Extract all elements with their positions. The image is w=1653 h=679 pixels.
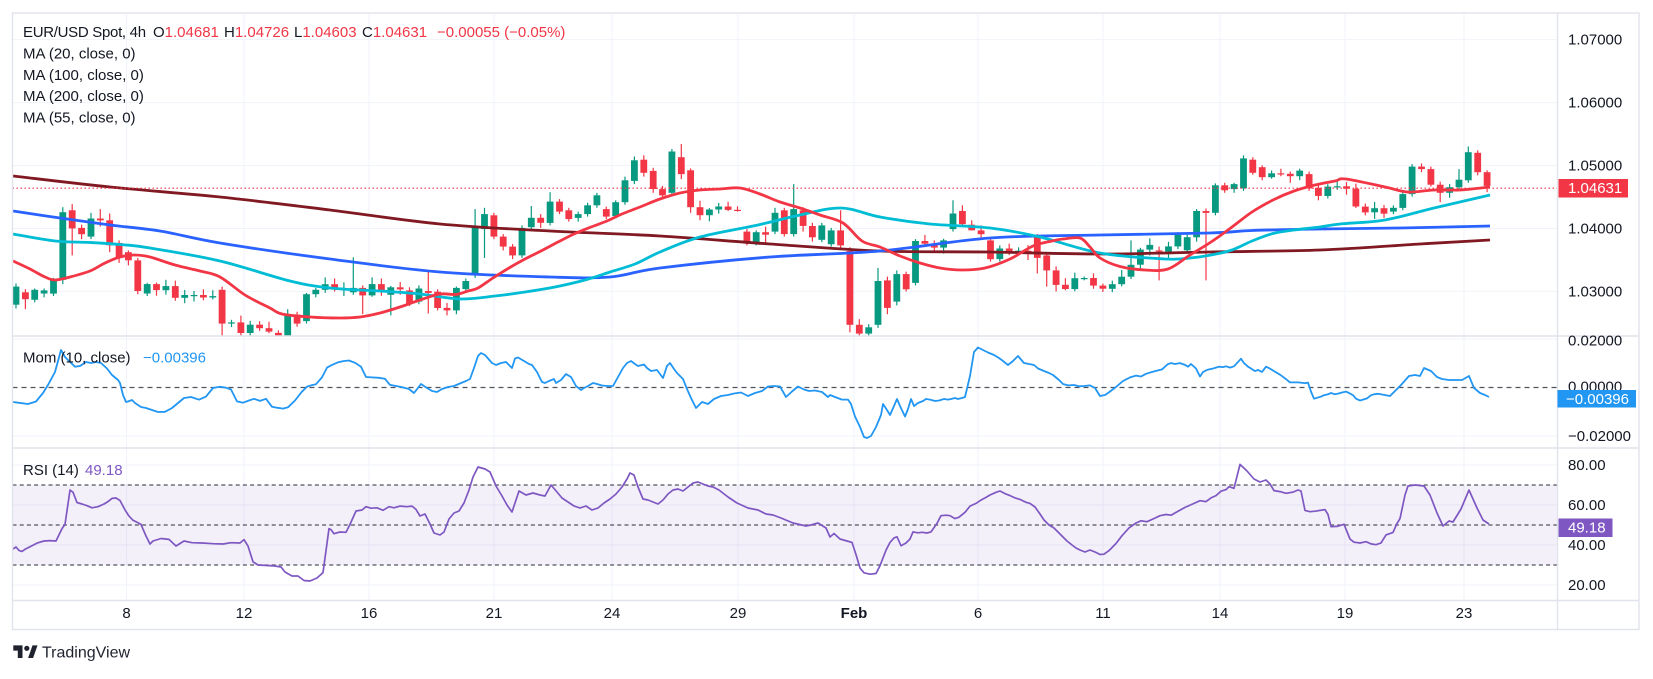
svg-text:14: 14: [1212, 605, 1229, 622]
svg-text:−0.02000: −0.02000: [1568, 428, 1631, 445]
svg-text:MA (20, close, 0): MA (20, close, 0): [23, 46, 136, 63]
svg-text:1.05000: 1.05000: [1568, 158, 1622, 175]
svg-text:23: 23: [1456, 605, 1473, 622]
svg-text:11: 11: [1095, 605, 1111, 622]
svg-text:19: 19: [1337, 605, 1354, 622]
svg-text:6: 6: [974, 605, 982, 622]
svg-text:1.07000: 1.07000: [1568, 32, 1622, 49]
svg-text:1.04000: 1.04000: [1568, 221, 1622, 238]
svg-text:24: 24: [604, 605, 621, 622]
svg-text:1.06000: 1.06000: [1568, 95, 1622, 112]
svg-text:12: 12: [236, 605, 253, 622]
svg-text:60.00: 60.00: [1568, 497, 1606, 514]
svg-text:RSI (14)49.18: RSI (14) 49.18: [23, 462, 123, 479]
svg-text:Feb: Feb: [841, 605, 868, 622]
svg-text:0.02000: 0.02000: [1568, 333, 1622, 350]
svg-text:TradingView: TradingView: [42, 644, 130, 661]
svg-text:49.18: 49.18: [1568, 520, 1606, 537]
svg-text:Mom (10, close)−0.00396: Mom (10, close) −0.00396: [23, 350, 206, 367]
svg-text:40.00: 40.00: [1568, 537, 1606, 554]
svg-text:MA (200, close, 0): MA (200, close, 0): [23, 88, 144, 105]
svg-text:29: 29: [730, 605, 747, 622]
svg-text:80.00: 80.00: [1568, 457, 1606, 474]
svg-text:8: 8: [122, 605, 130, 622]
svg-text:MA (55, close, 0): MA (55, close, 0): [23, 109, 136, 126]
svg-text:21: 21: [486, 605, 503, 622]
svg-text:1.04631: 1.04631: [1568, 180, 1622, 197]
svg-text:20.00: 20.00: [1568, 577, 1606, 594]
svg-text:16: 16: [361, 605, 378, 622]
svg-text:MA (100, close, 0): MA (100, close, 0): [23, 67, 144, 84]
svg-text:1.03000: 1.03000: [1568, 283, 1622, 300]
svg-text:−0.00396: −0.00396: [1566, 391, 1629, 408]
